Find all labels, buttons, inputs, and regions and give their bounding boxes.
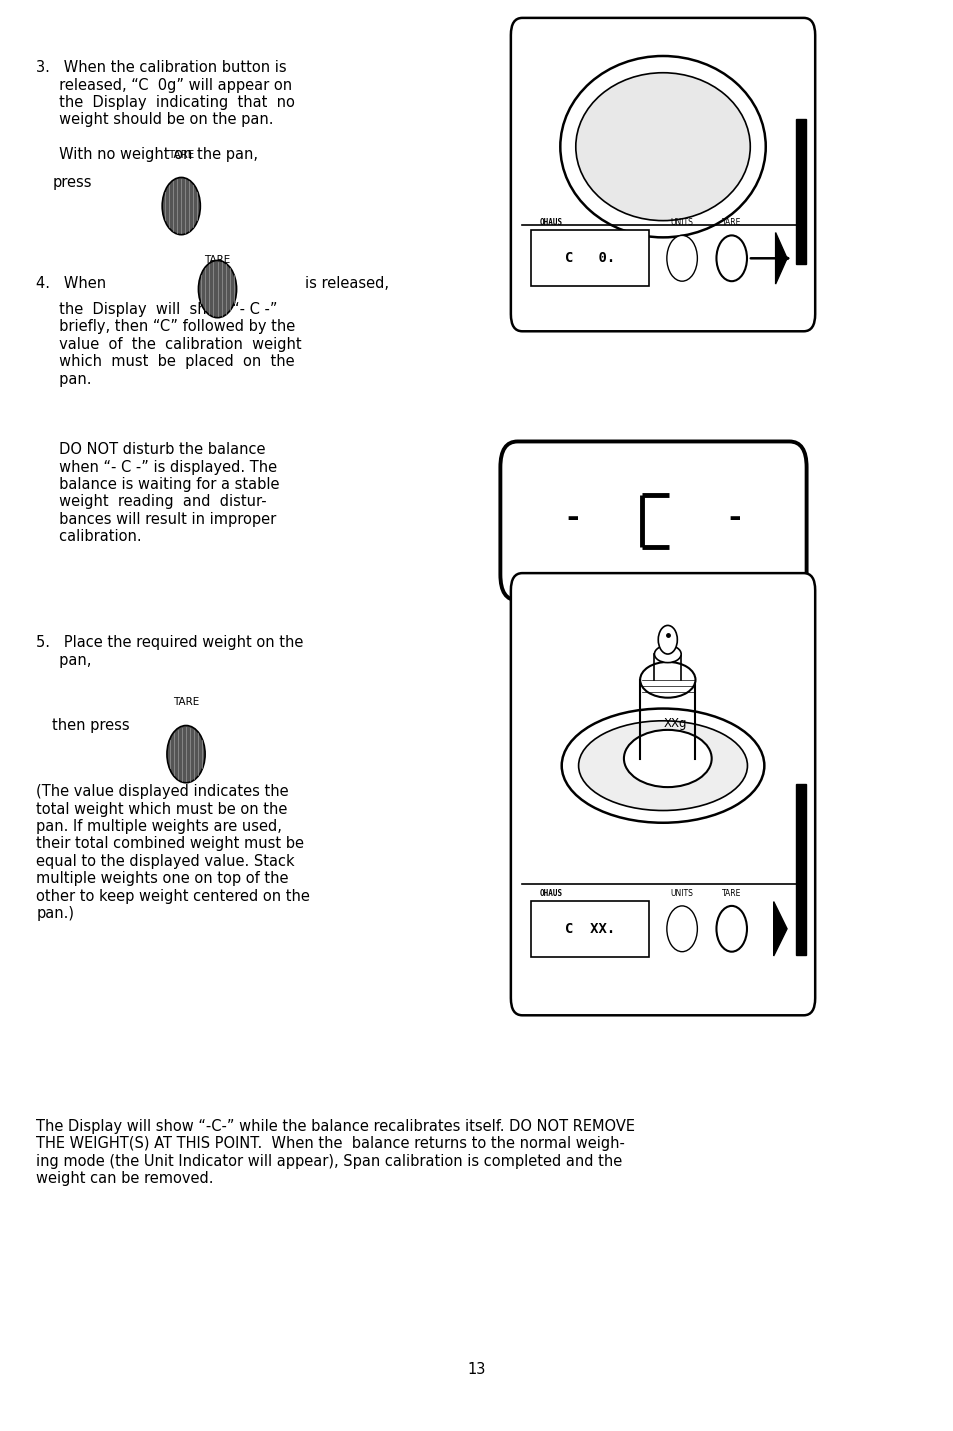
Text: TARE: TARE: [721, 889, 740, 897]
Ellipse shape: [559, 56, 765, 238]
Polygon shape: [773, 902, 786, 956]
Text: DO NOT disturb the balance
     when “- C -” is displayed. The
     balance is w: DO NOT disturb the balance when “- C -” …: [36, 442, 279, 544]
Text: (The value displayed indicates the
total weight which must be on the
pan. If mul: (The value displayed indicates the total…: [36, 784, 310, 922]
Text: the  Display  will  show “- C -”
     briefly, then “C” followed by the
     val: the Display will show “- C -” briefly, t…: [36, 302, 301, 386]
Circle shape: [716, 235, 746, 280]
Text: TARE: TARE: [721, 218, 740, 228]
Text: -: -: [727, 504, 740, 532]
Bar: [795, 784, 804, 956]
Text: C  XX.: C XX.: [564, 922, 615, 936]
Text: The Display will show “-C-” while the balance recalibrates itself. DO NOT REMOVE: The Display will show “-C-” while the ba…: [36, 1119, 635, 1186]
Circle shape: [658, 625, 677, 654]
Circle shape: [162, 177, 200, 235]
Ellipse shape: [576, 73, 749, 220]
Ellipse shape: [578, 721, 746, 810]
Text: UNITS: UNITS: [670, 218, 693, 228]
FancyBboxPatch shape: [530, 902, 648, 957]
Circle shape: [167, 726, 205, 783]
Circle shape: [198, 260, 236, 318]
Ellipse shape: [561, 708, 763, 823]
FancyBboxPatch shape: [511, 574, 814, 1016]
Circle shape: [666, 906, 697, 952]
Circle shape: [666, 235, 697, 280]
Ellipse shape: [623, 730, 711, 787]
Text: TARE: TARE: [168, 150, 194, 160]
Text: then press: then press: [52, 718, 130, 733]
Ellipse shape: [654, 645, 680, 663]
FancyBboxPatch shape: [499, 441, 806, 601]
Circle shape: [716, 906, 746, 952]
Bar: [795, 119, 804, 265]
Text: TARE: TARE: [204, 255, 231, 265]
Text: TARE: TARE: [172, 697, 199, 707]
Text: is released,: is released,: [305, 276, 389, 290]
Text: OHAUS: OHAUS: [539, 889, 562, 897]
Text: C   0.: C 0.: [564, 252, 615, 265]
Text: 5.   Place the required weight on the
     pan,: 5. Place the required weight on the pan,: [36, 635, 303, 668]
FancyBboxPatch shape: [530, 230, 648, 286]
Text: OHAUS: OHAUS: [539, 218, 562, 228]
Text: UNITS: UNITS: [670, 889, 693, 897]
Text: 4.   When: 4. When: [36, 276, 107, 290]
Text: -: -: [565, 504, 578, 532]
FancyBboxPatch shape: [511, 19, 814, 332]
Polygon shape: [775, 232, 786, 283]
Text: XXg: XXg: [663, 717, 686, 730]
Text: 3.   When the calibration button is
     released, “C  0g” will appear on
     t: 3. When the calibration button is releas…: [36, 60, 294, 162]
Text: press: press: [52, 175, 91, 189]
Ellipse shape: [639, 663, 695, 698]
Text: 13: 13: [467, 1362, 486, 1377]
